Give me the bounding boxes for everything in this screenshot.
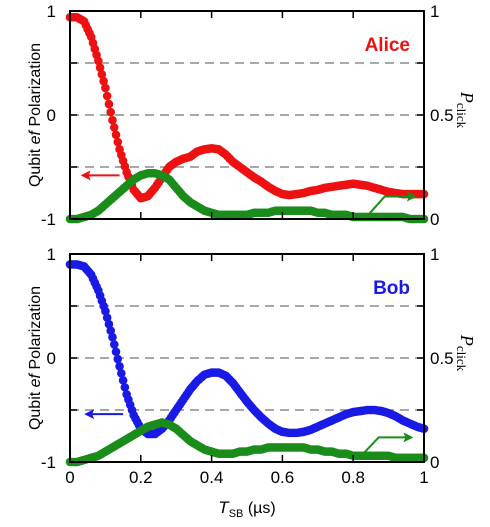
polarization-point <box>117 369 126 378</box>
y-right-tick-label: 0.5 <box>430 106 454 125</box>
y-axis-label-left: Qubit ef Polarization <box>27 43 44 187</box>
y-right-tick-label: 1 <box>430 2 439 21</box>
polarization-point <box>102 313 112 323</box>
polarization-point <box>109 123 119 132</box>
y-left-tick-label: -1 <box>41 453 56 472</box>
panel-bob: Bob 1 0 -1 1 0.5 0 0 0.2 0.4 0.6 0.8 1 Q… <box>27 245 477 487</box>
x-tick-label: 0.2 <box>129 468 153 487</box>
pointer-arrow <box>366 195 411 218</box>
polarization-point <box>108 332 117 342</box>
y-axis-label-ef: ef <box>27 129 44 144</box>
polarization-point <box>113 354 123 364</box>
polarization-point <box>118 376 128 385</box>
arrow-head <box>80 170 91 181</box>
polarization-point <box>113 137 123 147</box>
arrow-head <box>406 191 417 202</box>
polarization-point <box>108 115 117 125</box>
arrow-head <box>84 409 95 420</box>
data-marks <box>65 12 429 224</box>
polarization-point <box>104 99 114 109</box>
y-axis-label-right-main: P <box>457 91 477 103</box>
polarization-point <box>99 76 108 86</box>
polarization-point <box>94 56 103 66</box>
x-tick-label: 0.8 <box>341 468 365 487</box>
x-tick-label: 0.4 <box>200 468 224 487</box>
polarization-point <box>106 326 116 336</box>
y-left-tick-label: 1 <box>47 2 56 21</box>
y-axis-label-suffix: Polarization <box>27 286 44 374</box>
y-left-tick-label: 0 <box>47 106 56 125</box>
y-right-tick-label: 0.5 <box>430 349 454 368</box>
x-axis-label-unit: (µs) <box>243 500 275 517</box>
polarization-point <box>109 340 119 349</box>
y-axis-label-prefix: Qubit <box>27 387 44 430</box>
y-right-tick-label: 0 <box>430 210 439 229</box>
data-marks <box>65 260 429 467</box>
ticks <box>69 254 425 463</box>
panel-alice: Alice 1 0 -1 1 0.5 0 Qubit ef Polarizati… <box>27 2 477 229</box>
x-tick-label: 0 <box>65 468 74 487</box>
panel-title: Bob <box>373 278 410 299</box>
x-axis-label-main: T <box>218 498 230 517</box>
x-axis-label-sub: SB <box>229 508 244 520</box>
y-left-tick-label: 0 <box>47 349 56 368</box>
y-axis-label-prefix: Qubit <box>27 144 44 187</box>
polarization-point <box>101 83 110 93</box>
polarization-point <box>104 319 114 329</box>
arrows <box>84 409 414 459</box>
polarization-point <box>101 306 110 316</box>
y-left-tick-label: -1 <box>41 210 56 229</box>
polarization-point <box>95 63 105 72</box>
y-axis-label-right-main: P <box>457 334 477 346</box>
y-left-tick-label: 1 <box>47 245 56 264</box>
x-tick-label: 0.6 <box>271 468 295 487</box>
y-right-tick-label: 1 <box>430 245 439 264</box>
y-axis-label-right: Pclick <box>454 334 477 372</box>
polarization-point <box>97 70 107 79</box>
y-axis-label-suffix: Polarization <box>27 43 44 131</box>
y-axis-label-left: Qubit ef Polarization <box>27 286 44 430</box>
polarization-point <box>111 347 121 357</box>
y-axis-label-right-sub: click <box>454 346 469 372</box>
polarization-point <box>102 91 112 101</box>
pointer-arrow <box>359 436 408 459</box>
y-right-tick-label: 0 <box>430 453 439 472</box>
y-axis-label-right: Pclick <box>454 91 477 129</box>
ticks <box>69 11 425 220</box>
panel-title: Alice <box>365 35 410 56</box>
arrows <box>80 170 417 218</box>
y-axis-label-ef: ef <box>27 372 44 387</box>
x-axis-label: TSB (µs) <box>218 498 275 520</box>
x-tick-label: 1 <box>419 468 428 487</box>
arrow-head <box>403 432 414 443</box>
polarization-point <box>111 130 121 140</box>
polarization-point <box>120 383 130 392</box>
polarization-point <box>115 362 124 371</box>
y-axis-label-right-sub: click <box>454 103 469 129</box>
polarization-point <box>106 107 116 117</box>
